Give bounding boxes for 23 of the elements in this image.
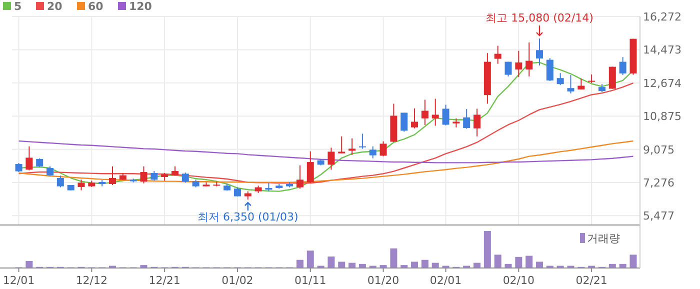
legend-label: 60 <box>88 0 104 13</box>
x-tick-label: 01/11 <box>294 274 326 287</box>
y-tick-label: 12,674 <box>643 76 682 90</box>
x-tick-label: 12/01 <box>2 274 35 287</box>
legend-label: 거래량 <box>587 232 620 245</box>
legend-label: 20 <box>47 0 63 13</box>
legend-label: 120 <box>129 0 152 13</box>
y-tick-label: 10,875 <box>643 110 682 124</box>
y-tick-label: 5,477 <box>643 210 674 223</box>
y-tick-label: 14,473 <box>643 44 682 57</box>
x-tick-label: 12/21 <box>148 274 180 287</box>
annotation: 최저 6,350 (01/03) <box>198 210 298 224</box>
y-tick-label: 16,272 <box>643 10 682 24</box>
x-tick-label: 02/21 <box>576 274 608 287</box>
x-tick-label: 01/02 <box>222 274 254 287</box>
x-tick-label: 12/12 <box>76 274 108 287</box>
y-tick-label: 9,075 <box>643 143 674 156</box>
annotation: 최고 15,080 (02/14) <box>486 11 594 24</box>
x-tick-label: 02/01 <box>430 274 462 287</box>
legend-label: 5 <box>14 0 22 13</box>
x-tick-label: 02/10 <box>502 274 535 287</box>
x-tick-label: 01/20 <box>367 274 400 287</box>
y-tick-label: 7,276 <box>643 176 674 190</box>
